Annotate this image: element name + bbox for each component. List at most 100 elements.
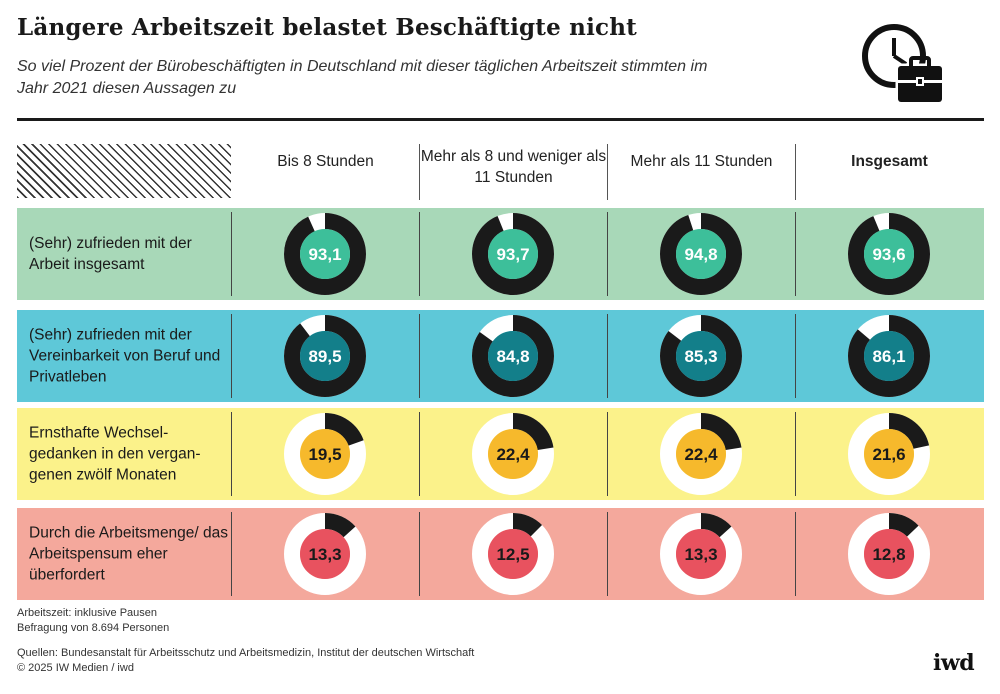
note-line: Arbeitszeit: inklusive Pausen [17,607,158,619]
row-separator [795,212,796,296]
donut-value-arc [284,315,366,397]
donut-value-label: 19,5 [308,445,341,464]
row-separator [607,412,608,496]
donut-value-arc [660,213,742,295]
donut-center [300,429,350,479]
donut-value-label: 89,5 [308,347,341,366]
donut-mark: 12,8 [848,513,930,595]
column-header-1: Mehr als 8 und weniger als 11 Stunden [420,148,607,186]
brand-logo: iwd [933,650,975,676]
donut-value-label: 22,4 [684,445,718,464]
donut-mark: 21,6 [848,413,930,495]
donut-center [676,529,726,579]
donut-value-arc [848,513,930,595]
donut-mark: 93,1 [284,213,366,295]
donut-center [864,229,914,279]
donut-value-label: 13,3 [684,545,717,564]
row-separator [607,512,608,596]
donut-value-arc [472,513,554,595]
donut-mark: 85,3 [660,315,742,397]
hatched-corner [17,144,231,198]
donut-value-label: 94,8 [684,245,717,264]
donut-value-arc [284,213,366,295]
donut-center [676,429,726,479]
column-header-0: Bis 8 Stunden [277,153,374,170]
row-separator [419,512,420,596]
donut-value-label: 93,1 [308,245,341,264]
donut-center [488,331,538,381]
row-label: Ernsthafte Wechsel-gedanken in den verga… [29,424,201,484]
donut-mark: 93,6 [848,213,930,295]
column-header-2: Mehr als 11 Stunden [630,153,773,170]
row-separator [419,314,420,398]
donut-mark: 94,8 [660,213,742,295]
donut-value-label: 12,8 [872,545,905,564]
copyright-line: © 2025 IW Medien / iwd [17,662,134,674]
row-separator [795,512,796,596]
donut-center [676,229,726,279]
donut-value-arc [284,513,366,595]
donut-mark: 22,4 [472,413,554,495]
donut-mark: 13,3 [660,513,742,595]
header-separator [419,144,420,200]
header-separator [607,144,608,200]
donut-value-label: 12,5 [496,545,529,564]
donut-center [488,429,538,479]
donut-value-label: 21,6 [872,445,905,464]
header-separator [795,144,796,200]
donut-value-arc [660,413,742,495]
donut-value-arc [848,213,930,295]
donut-value-arc [848,413,930,495]
donut-center [300,529,350,579]
donut-center [300,229,350,279]
donut-value-label: 22,4 [496,445,530,464]
donut-center [864,529,914,579]
donut-value-label: 86,1 [872,347,905,366]
column-header-3: Insgesamt [851,153,928,170]
donut-value-arc [472,413,554,495]
row-separator [231,314,232,398]
donut-value-label: 85,3 [684,347,717,366]
row-separator [795,314,796,398]
note-line: Befragung von 8.694 Personen [17,622,170,634]
row-separator [607,212,608,296]
donut-center [300,331,350,381]
page-title: Längere Arbeitszeit belastet Beschäftigt… [17,14,637,41]
donut-center [488,229,538,279]
donut-center [488,529,538,579]
donut-center [864,429,914,479]
donut-value-label: 13,3 [308,545,341,564]
row-separator [231,212,232,296]
donut-value-label: 84,8 [496,347,529,366]
clock-briefcase-icon [862,24,944,105]
source-line: Quellen: Bundesanstalt für Arbeitsschutz… [17,647,475,659]
row-separator [607,314,608,398]
row-separator [795,412,796,496]
donut-mark: 13,3 [284,513,366,595]
row-label: (Sehr) zufrieden mit der Arbeit insgesam… [29,235,192,273]
donut-value-arc [284,413,366,495]
row-label: Durch die Arbeitsmenge/ das Arbeitspensu… [29,524,229,584]
donut-mark: 93,7 [472,213,554,295]
donut-mark: 12,5 [472,513,554,595]
donut-mark: 22,4 [660,413,742,495]
donut-value-arc [848,315,930,397]
donut-mark: 19,5 [284,413,366,495]
donut-value-label: 93,7 [496,245,529,264]
donut-mark: 84,8 [472,315,554,397]
donut-value-arc [472,315,554,397]
donut-value-arc [472,213,554,295]
donut-center [864,331,914,381]
donut-value-arc [660,315,742,397]
row-separator [419,412,420,496]
donut-mark: 89,5 [284,315,366,397]
page-subtitle: So viel Prozent der Bürobeschäftigten in… [17,58,708,97]
donut-mark: 86,1 [848,315,930,397]
donut-value-label: 93,6 [872,245,905,264]
row-separator [231,512,232,596]
donut-value-arc [660,513,742,595]
row-label: (Sehr) zufrieden mit der Vereinbarkeit v… [29,326,221,386]
donut-center [676,331,726,381]
row-separator [231,412,232,496]
